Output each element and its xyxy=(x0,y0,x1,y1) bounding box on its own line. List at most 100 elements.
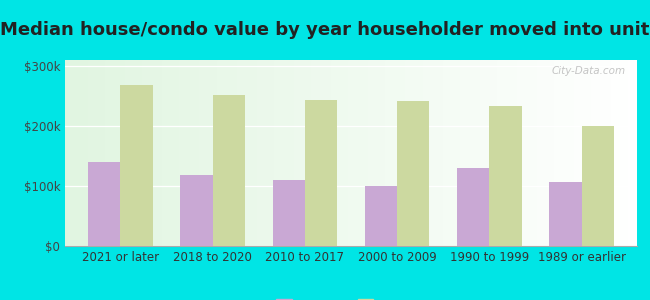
Bar xyxy=(408,60,411,246)
Bar xyxy=(248,60,251,246)
Bar xyxy=(288,60,291,246)
Bar xyxy=(274,60,277,246)
Bar xyxy=(549,60,551,246)
Bar xyxy=(474,60,477,246)
Bar xyxy=(257,60,259,246)
Bar xyxy=(79,60,82,246)
Bar xyxy=(368,60,371,246)
Bar xyxy=(145,60,148,246)
Bar xyxy=(400,60,402,246)
Bar xyxy=(586,60,588,246)
Bar xyxy=(431,60,434,246)
Bar xyxy=(185,60,188,246)
Bar xyxy=(520,60,523,246)
Bar xyxy=(339,60,343,246)
Bar xyxy=(337,60,339,246)
Bar xyxy=(594,60,597,246)
Bar xyxy=(259,60,263,246)
Bar xyxy=(231,60,234,246)
Bar xyxy=(500,60,502,246)
Bar xyxy=(394,60,396,246)
Bar xyxy=(365,186,397,246)
Bar xyxy=(623,60,625,246)
Bar xyxy=(202,60,205,246)
Bar xyxy=(420,60,423,246)
Bar xyxy=(577,60,580,246)
Bar xyxy=(489,106,522,246)
Bar xyxy=(388,60,391,246)
Bar xyxy=(417,60,420,246)
Bar xyxy=(454,60,457,246)
Bar xyxy=(397,101,430,246)
Bar xyxy=(334,60,337,246)
Bar xyxy=(105,60,108,246)
Bar xyxy=(422,60,425,246)
Bar xyxy=(425,60,428,246)
Bar xyxy=(608,60,611,246)
Bar xyxy=(291,60,294,246)
Bar xyxy=(325,60,328,246)
Bar xyxy=(620,60,623,246)
Bar xyxy=(196,60,200,246)
Bar xyxy=(549,182,582,246)
Bar xyxy=(177,60,179,246)
Bar xyxy=(463,60,465,246)
Bar xyxy=(151,60,153,246)
Bar xyxy=(73,60,77,246)
Bar xyxy=(179,60,182,246)
Bar xyxy=(380,60,382,246)
Bar xyxy=(385,60,388,246)
Bar xyxy=(603,60,606,246)
Bar xyxy=(311,60,314,246)
Bar xyxy=(396,60,400,246)
Bar xyxy=(511,60,514,246)
Bar xyxy=(551,60,554,246)
Bar xyxy=(357,60,359,246)
Bar xyxy=(328,60,331,246)
Bar xyxy=(363,60,365,246)
Bar xyxy=(480,60,482,246)
Bar xyxy=(582,60,586,246)
Bar xyxy=(277,60,280,246)
Bar xyxy=(99,60,102,246)
Bar xyxy=(534,60,537,246)
Bar xyxy=(557,60,560,246)
Bar xyxy=(343,60,345,246)
Bar xyxy=(228,60,231,246)
Bar xyxy=(157,60,159,246)
Bar xyxy=(354,60,357,246)
Bar xyxy=(122,60,125,246)
Bar xyxy=(174,60,177,246)
Bar xyxy=(571,60,574,246)
Bar xyxy=(506,60,508,246)
Bar xyxy=(263,60,265,246)
Bar xyxy=(359,60,363,246)
Bar xyxy=(317,60,320,246)
Bar xyxy=(280,60,282,246)
Bar xyxy=(457,168,489,246)
Bar xyxy=(139,60,142,246)
Bar xyxy=(543,60,545,246)
Bar xyxy=(242,60,245,246)
Bar xyxy=(200,60,202,246)
Bar xyxy=(65,60,68,246)
Bar xyxy=(451,60,454,246)
Bar xyxy=(345,60,348,246)
Bar xyxy=(468,60,471,246)
Bar xyxy=(497,60,500,246)
Bar xyxy=(537,60,540,246)
Bar xyxy=(382,60,385,246)
Bar xyxy=(128,60,131,246)
Bar xyxy=(566,60,568,246)
Bar xyxy=(331,60,334,246)
Bar xyxy=(237,60,239,246)
Bar xyxy=(254,60,257,246)
Bar xyxy=(371,60,374,246)
Bar xyxy=(617,60,620,246)
Bar xyxy=(471,60,474,246)
Bar xyxy=(308,60,311,246)
Text: City-Data.com: City-Data.com xyxy=(551,66,625,76)
Bar xyxy=(77,60,79,246)
Bar xyxy=(514,60,517,246)
Bar xyxy=(214,60,216,246)
